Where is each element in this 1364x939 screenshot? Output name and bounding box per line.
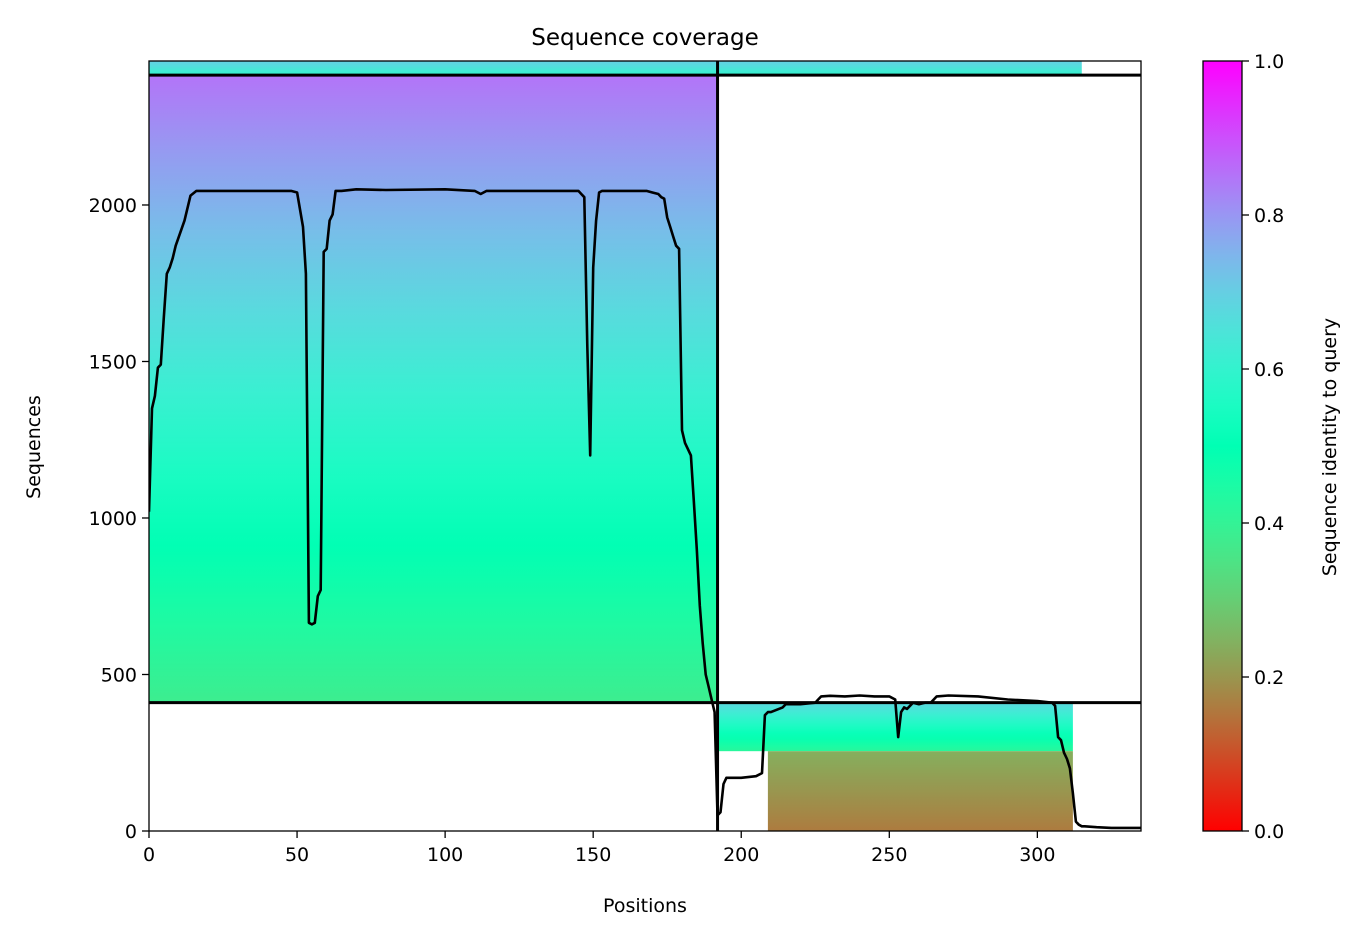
coverage-line (149, 188, 1141, 830)
colorbar-label: Sequence identity to query (1319, 318, 1341, 576)
y-tick-label: 2000 (89, 195, 137, 217)
coverage-block (149, 61, 718, 76)
chart-title: Sequence coverage (531, 25, 759, 51)
x-axis: 0 50 100 150 200 250 300 (143, 831, 1055, 866)
x-tick-label: 0 (143, 844, 155, 866)
coverage-block (149, 75, 718, 703)
coverage-heatmap (149, 61, 1082, 831)
x-axis-label: Positions (603, 895, 687, 917)
chain-boundaries (149, 61, 1141, 831)
x-tick-label: 250 (871, 844, 907, 866)
colorbar: 0.0 0.2 0.4 0.6 0.8 1.0 (1202, 51, 1284, 843)
plot-frame (148, 60, 1142, 832)
y-axis: 0 500 1000 1500 2000 (89, 195, 149, 843)
x-tick-label: 200 (723, 844, 759, 866)
x-tick-label: 100 (427, 844, 463, 866)
x-tick-label: 150 (575, 844, 611, 866)
y-tick-label: 1500 (89, 351, 137, 373)
colorbar-gradient (1202, 60, 1243, 832)
coverage-block (767, 751, 1073, 831)
colorbar-tick-label: 0.8 (1254, 205, 1284, 227)
y-tick-label: 0 (125, 821, 137, 843)
x-tick-label: 50 (285, 844, 309, 866)
colorbar-tick-label: 0.0 (1254, 821, 1284, 843)
colorbar-tick-label: 0.4 (1254, 513, 1284, 535)
colorbar-tick-label: 0.6 (1254, 359, 1284, 381)
y-tick-label: 1000 (89, 508, 137, 530)
colorbar-tick-label: 0.2 (1254, 667, 1284, 689)
y-axis-label: Sequences (23, 395, 45, 499)
x-tick-label: 300 (1019, 844, 1055, 866)
y-tick-label: 500 (101, 664, 137, 686)
colorbar-tick-label: 1.0 (1254, 51, 1284, 73)
coverage-block (717, 61, 1082, 76)
coverage-line-group (149, 188, 1141, 830)
